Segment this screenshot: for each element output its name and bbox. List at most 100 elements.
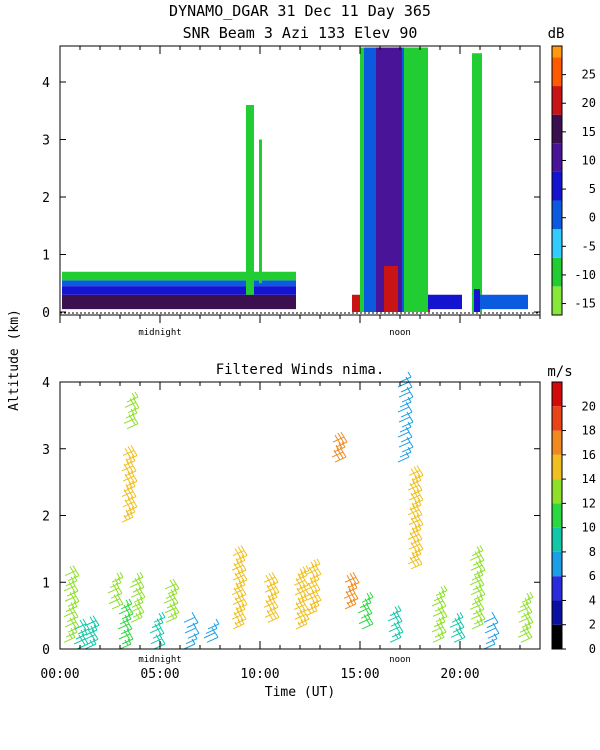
snr-colorbar-label: 10 xyxy=(582,153,596,167)
wind-barb xyxy=(64,616,77,628)
wind-barb xyxy=(63,632,76,643)
wind-barb xyxy=(164,578,177,590)
snr-colorbar-band xyxy=(552,46,562,58)
wind-barb xyxy=(267,587,280,598)
wind-barb xyxy=(64,590,77,602)
y-axis-label: Altitude (km) xyxy=(7,309,22,411)
wind-barb xyxy=(483,612,496,623)
wind-barb xyxy=(66,585,79,597)
snr-midnight-label: midnight xyxy=(138,328,181,338)
wind-barb xyxy=(232,545,245,557)
wind-barb xyxy=(149,622,162,634)
wind-barb xyxy=(433,590,446,602)
wind-barb xyxy=(307,600,320,611)
wind-barb xyxy=(66,611,79,623)
snr-region xyxy=(62,271,296,281)
winds-colorbar-band xyxy=(552,527,562,552)
snr-region xyxy=(428,294,462,310)
wind-barb xyxy=(131,571,144,583)
winds-y-tick-label: 1 xyxy=(42,576,50,591)
winds-colorbar-label: 0 xyxy=(589,642,596,656)
snr-colorbar-band xyxy=(552,229,562,258)
wind-barb xyxy=(234,564,247,576)
wind-barb xyxy=(207,618,220,630)
wind-barb xyxy=(130,587,143,598)
winds-x-tick-label: 05:00 xyxy=(140,667,179,682)
wind-barb xyxy=(121,633,134,645)
wind-barb xyxy=(118,628,131,640)
wind-barb xyxy=(520,632,533,643)
wind-barb xyxy=(235,550,248,561)
winds-colorbar-label: 8 xyxy=(589,545,596,559)
snr-colorbar-band xyxy=(552,200,562,230)
wind-barb xyxy=(345,582,358,594)
wind-barb xyxy=(400,406,413,418)
winds-x-tick-label: 10:00 xyxy=(240,667,279,682)
wind-barb xyxy=(122,470,135,482)
wind-barb xyxy=(521,617,534,628)
snr-colorbar-label: 15 xyxy=(582,125,596,139)
wind-barb xyxy=(133,592,146,603)
wind-barb xyxy=(344,571,357,583)
snr-region xyxy=(62,280,296,287)
wind-barb xyxy=(389,632,402,643)
wind-barb xyxy=(401,391,414,403)
winds-x-tick-label: 00:00 xyxy=(40,667,79,682)
wind-barb xyxy=(297,589,310,601)
wind-barb xyxy=(73,633,86,645)
wind-barb xyxy=(410,509,423,521)
wind-barb xyxy=(432,606,445,617)
wind-barb xyxy=(122,496,135,508)
wind-barb xyxy=(410,484,423,496)
wind-barb xyxy=(408,465,421,476)
wind-barb xyxy=(120,598,133,610)
snr-colorbar: -15 -10 -5 0 5 10 15 20 25 xyxy=(551,45,596,316)
wind-barb xyxy=(126,418,139,430)
wind-barb xyxy=(520,607,533,618)
snr-colorbar-band xyxy=(552,114,562,144)
wind-barb xyxy=(125,501,138,513)
wind-barb xyxy=(399,396,412,408)
winds-colorbar: 0 2 4 6 8 10 12 14 16 18 20 xyxy=(551,381,596,656)
wind-barb xyxy=(64,565,77,577)
wind-barb xyxy=(411,543,424,555)
wind-barb xyxy=(452,622,465,633)
winds-colorbar-label: 6 xyxy=(589,569,596,583)
wind-barb xyxy=(485,633,498,645)
wind-barb xyxy=(434,600,447,612)
snr-region xyxy=(259,139,262,284)
winds-colorbar-label: 18 xyxy=(582,424,596,438)
wind-barb xyxy=(331,446,344,458)
wind-barb xyxy=(519,622,532,633)
wind-barb xyxy=(483,638,496,650)
wind-barb xyxy=(132,607,145,618)
wind-barb xyxy=(473,589,486,601)
wind-barb xyxy=(308,584,321,596)
wind-barb xyxy=(398,386,411,398)
wind-barb xyxy=(517,627,530,638)
wind-barb xyxy=(357,602,370,614)
wind-barb xyxy=(125,450,138,462)
wind-barb xyxy=(263,571,276,583)
wind-barb xyxy=(347,577,360,589)
snr-plot-title: SNR Beam 3 Azi 133 Elev 90 xyxy=(183,24,418,42)
winds-colorbar-band xyxy=(552,576,562,601)
wind-barb xyxy=(359,597,372,609)
winds-colorbar-frame xyxy=(551,381,563,650)
winds-colorbar-label: 14 xyxy=(582,472,596,486)
wind-barb xyxy=(118,603,131,615)
wind-barb xyxy=(297,565,310,577)
wind-barb xyxy=(296,579,309,591)
wind-barb xyxy=(411,519,424,531)
wind-barb xyxy=(332,431,345,443)
wind-barb xyxy=(122,445,135,456)
snr-colorbar-band xyxy=(552,57,562,87)
wind-barb xyxy=(411,470,424,481)
wind-barb xyxy=(233,579,246,591)
wind-barb xyxy=(130,612,143,623)
wind-barb xyxy=(401,441,414,453)
wind-barb xyxy=(183,638,196,650)
snr-colorbar-band xyxy=(552,143,562,172)
wind-barb xyxy=(132,582,145,593)
